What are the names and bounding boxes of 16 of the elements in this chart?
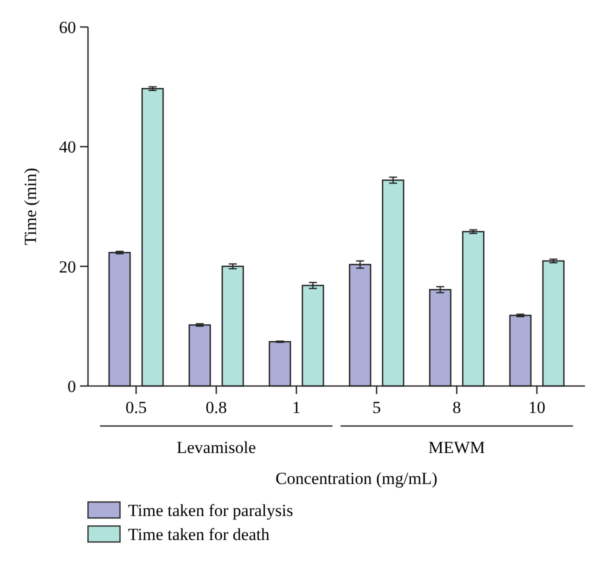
x-tick-label: 1 — [292, 398, 301, 417]
legend-label: Time taken for paralysis — [128, 500, 294, 520]
y-tick-label: 40 — [59, 138, 76, 157]
x-tick-label: 5 — [372, 398, 381, 417]
y-tick-label: 0 — [68, 376, 76, 396]
x-axis-title: Concentration (mg/mL) — [276, 469, 438, 488]
x-tick-label: 0.8 — [206, 398, 227, 417]
x-tick-label: 10 — [528, 398, 546, 417]
y-tick-label: 60 — [59, 18, 76, 37]
text: MEWM — [428, 438, 486, 457]
y-axis-title: Time (min) — [21, 168, 40, 246]
text: Levamisole — [176, 438, 256, 457]
x-tick-label: 8 — [452, 398, 461, 417]
legend-label: Time taken for death — [128, 524, 270, 544]
y-tick-label: 20 — [59, 257, 76, 276]
x-tick-label: 0.5 — [125, 398, 147, 417]
